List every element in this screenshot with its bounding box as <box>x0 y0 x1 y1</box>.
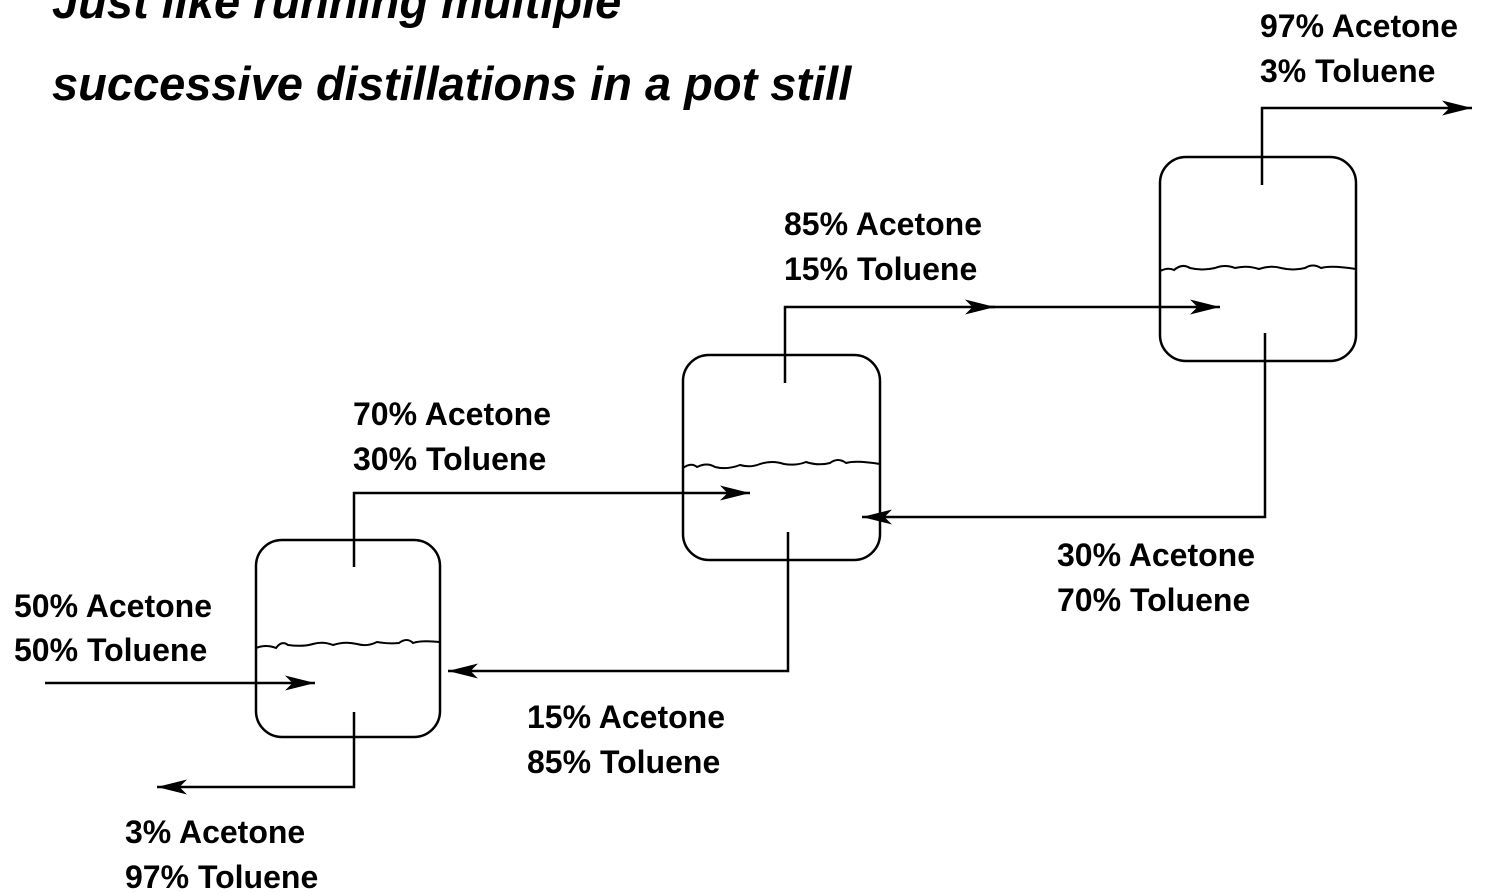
stream-label: 50% Toluene <box>14 632 207 668</box>
vapor-arrow <box>783 299 995 383</box>
title-line: successive distillations in a pot still <box>52 57 852 110</box>
vapor-arrow <box>352 485 750 567</box>
vapor-arrow <box>1260 100 1472 185</box>
bottoms-arrow <box>862 333 1267 525</box>
stream-label: 70% Acetone <box>353 396 551 432</box>
stream-label: 3% Toluene <box>1260 53 1435 89</box>
stream-label: 97% Acetone <box>1260 8 1458 44</box>
title-line: Just like running multiple <box>52 0 621 28</box>
liquid-level <box>255 639 441 650</box>
stream-label: 15% Acetone <box>527 699 725 735</box>
stream-label: 30% Acetone <box>1057 537 1255 573</box>
pot-still <box>681 353 882 562</box>
pot-still <box>1158 155 1358 363</box>
liquid-level <box>682 459 881 470</box>
stream-label: 15% Toluene <box>784 251 977 287</box>
stream-label: 50% Acetone <box>14 588 212 624</box>
stream-label: 70% Toluene <box>1057 582 1250 618</box>
liquid-level <box>1159 264 1357 272</box>
stream-label: 85% Acetone <box>784 206 982 242</box>
stream-label: 30% Toluene <box>353 441 546 477</box>
stream-label: 3% Acetone <box>125 814 305 850</box>
bottoms-arrow <box>157 712 356 795</box>
stream-label: 85% Toluene <box>527 744 720 780</box>
pot-still <box>254 538 442 739</box>
stream-label: 97% Toluene <box>125 859 318 893</box>
bottoms-arrow <box>448 532 790 679</box>
